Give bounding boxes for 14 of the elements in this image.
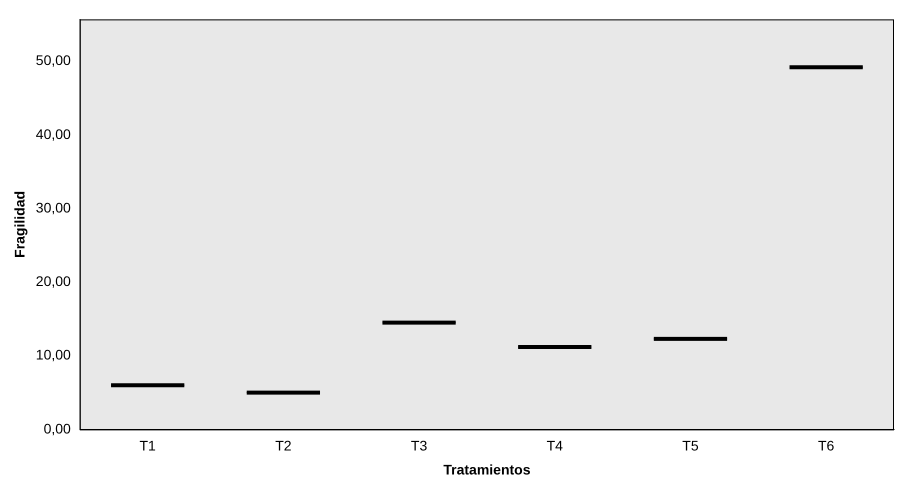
y-tick-label: 20,00 [36, 273, 72, 290]
y-tick-label: 50,00 [36, 52, 72, 68]
x-tick-label: T4 [546, 438, 564, 454]
y-tick-label: 30,00 [36, 199, 72, 216]
x-tick-label: T6 [818, 438, 835, 454]
x-tick-label: T1 [140, 438, 156, 454]
y-tick-label: 10,00 [36, 346, 72, 363]
x-tick-label: T2 [275, 438, 292, 454]
x-axis-title: Tratamientos [443, 461, 531, 478]
x-tick-label: T3 [410, 438, 428, 454]
y-tick-label: 0,00 [44, 420, 72, 436]
y-tick-label: 40,00 [36, 126, 72, 142]
x-tick-label: T5 [682, 438, 699, 454]
y-axis-title: Fragilidad [11, 190, 28, 258]
